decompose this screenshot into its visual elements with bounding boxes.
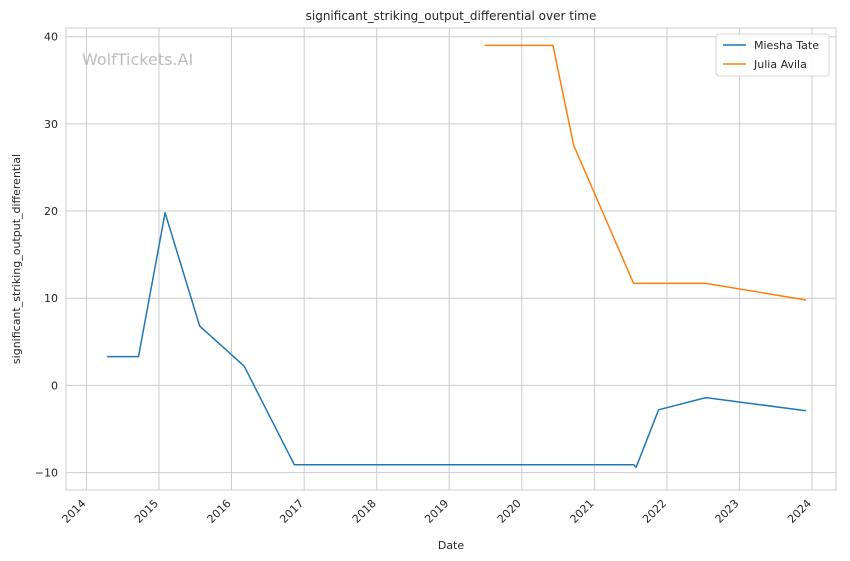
y-tick-label: 30: [44, 118, 58, 131]
legend-label: Julia Avila: [753, 58, 807, 71]
x-tick-label: 2014: [60, 497, 89, 526]
x-tick-label: 2021: [568, 497, 597, 526]
grid-lines: [66, 28, 836, 490]
y-tick-label: −10: [35, 467, 58, 480]
y-tick-label: 10: [44, 292, 58, 305]
x-axis-ticks: 2014 2015 2016 2017 2018 2019 2020 2021 2022 2023…: [60, 497, 814, 526]
x-tick-label: 2016: [205, 497, 234, 526]
x-axis-label: Date: [438, 539, 465, 552]
y-tick-label: 0: [51, 379, 58, 392]
x-tick-label: 2015: [132, 497, 161, 526]
series-line-0: [107, 212, 807, 469]
series-line-1: [484, 44, 807, 301]
chart-title: significant_striking_output_differential…: [306, 9, 597, 23]
y-axis-ticks: −10 0 10 20 30 40: [35, 31, 58, 480]
x-tick-label: 2018: [350, 497, 379, 526]
y-tick-label: 20: [44, 205, 58, 218]
series-lines: [107, 44, 807, 469]
y-axis-label: significant_striking_output_differential: [10, 154, 23, 364]
legend: Miesha Tate Julia Avila: [715, 33, 830, 77]
x-tick-label: 2017: [277, 497, 306, 526]
legend-label: Miesha Tate: [754, 39, 819, 52]
watermark: WolfTickets.AI: [82, 50, 193, 69]
plot-area: [65, 27, 837, 491]
x-tick-label: 2023: [713, 497, 742, 526]
x-tick-label: 2020: [495, 497, 524, 526]
x-tick-label: 2024: [785, 497, 814, 526]
x-tick-label: 2022: [640, 497, 669, 526]
y-tick-label: 40: [44, 31, 58, 44]
x-tick-label: 2019: [422, 497, 451, 526]
